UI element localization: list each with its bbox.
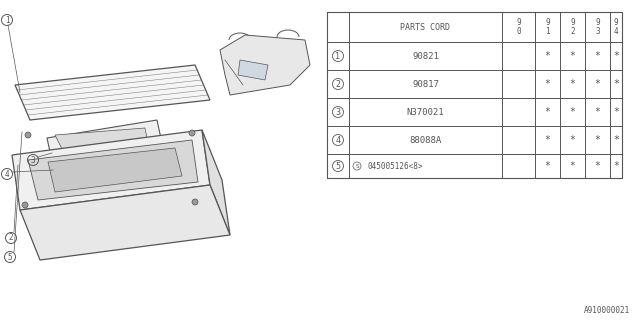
Circle shape (25, 132, 31, 138)
Polygon shape (20, 185, 230, 260)
Text: 2: 2 (9, 234, 13, 243)
Text: 4: 4 (335, 135, 340, 145)
Text: *: * (613, 135, 619, 145)
Text: 90821: 90821 (412, 52, 439, 60)
Text: 3: 3 (335, 108, 340, 116)
Text: 3: 3 (31, 156, 35, 164)
Polygon shape (15, 65, 210, 120)
Text: *: * (613, 51, 619, 61)
Polygon shape (48, 148, 182, 192)
Text: *: * (595, 135, 600, 145)
Text: 5: 5 (335, 162, 340, 171)
Polygon shape (12, 130, 210, 210)
Bar (327, 12, 622, 178)
Text: *: * (613, 161, 619, 171)
Text: 045005126<8>: 045005126<8> (367, 162, 422, 171)
Text: 5: 5 (8, 252, 12, 261)
Text: *: * (545, 135, 550, 145)
Polygon shape (238, 60, 268, 80)
Text: *: * (545, 79, 550, 89)
Text: 9
1: 9 1 (545, 18, 550, 36)
Text: *: * (613, 107, 619, 117)
Polygon shape (220, 35, 310, 95)
Circle shape (22, 202, 28, 208)
Polygon shape (28, 140, 198, 200)
Polygon shape (55, 128, 150, 165)
Text: *: * (595, 51, 600, 61)
Text: 9
4: 9 4 (614, 18, 618, 36)
Text: *: * (570, 135, 575, 145)
Text: PARTS CORD: PARTS CORD (401, 22, 451, 31)
Circle shape (192, 199, 198, 205)
Text: *: * (595, 79, 600, 89)
Text: 2: 2 (335, 79, 340, 89)
Text: *: * (545, 161, 550, 171)
Text: 1: 1 (4, 15, 10, 25)
Text: 1: 1 (335, 52, 340, 60)
Text: 9
0: 9 0 (516, 18, 521, 36)
Text: *: * (570, 51, 575, 61)
Text: *: * (545, 51, 550, 61)
Text: 90817: 90817 (412, 79, 439, 89)
Text: 9
2: 9 2 (570, 18, 575, 36)
Circle shape (189, 130, 195, 136)
Polygon shape (47, 120, 165, 175)
Text: 4: 4 (4, 170, 10, 179)
Text: *: * (570, 161, 575, 171)
Polygon shape (202, 130, 230, 235)
Text: *: * (595, 107, 600, 117)
Text: *: * (613, 79, 619, 89)
Text: S: S (355, 164, 359, 169)
Text: 9
3: 9 3 (595, 18, 600, 36)
Text: *: * (570, 107, 575, 117)
Text: A910000021: A910000021 (584, 306, 630, 315)
Text: *: * (570, 79, 575, 89)
Text: 88088A: 88088A (410, 135, 442, 145)
Text: N370021: N370021 (406, 108, 444, 116)
Text: *: * (545, 107, 550, 117)
Text: *: * (595, 161, 600, 171)
